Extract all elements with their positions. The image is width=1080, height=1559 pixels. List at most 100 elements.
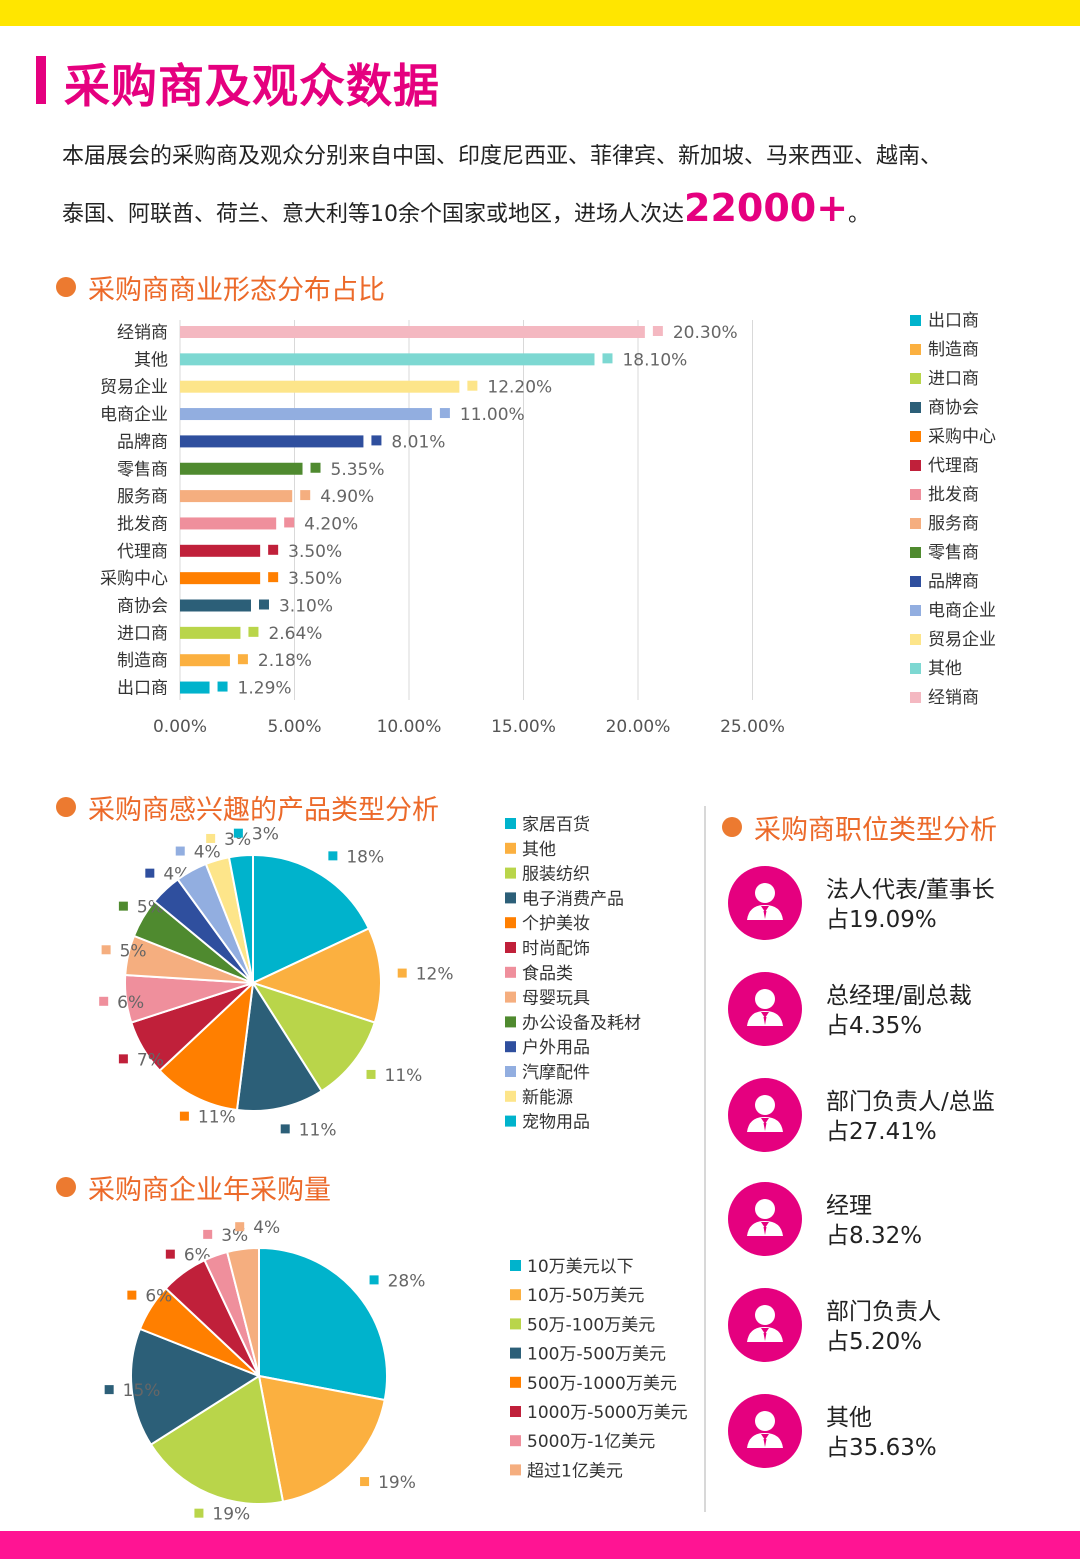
legend-swatch bbox=[505, 842, 516, 854]
pie-value-label: 5% bbox=[120, 941, 147, 961]
pie-slice bbox=[225, 1246, 260, 1377]
x-tick-label: 5.00% bbox=[267, 717, 321, 737]
bar-value-label: 4.90% bbox=[320, 487, 374, 507]
bullet-dot-icon bbox=[56, 1177, 76, 1197]
pie-slice bbox=[130, 1327, 262, 1446]
bullet-dot-icon bbox=[56, 797, 76, 817]
pie-label-marker bbox=[175, 846, 185, 856]
bar-marker bbox=[652, 326, 663, 336]
legend-label: 批发商 bbox=[928, 485, 979, 505]
bar-value-label: 3.50% bbox=[288, 542, 342, 562]
pie-value-label: 18% bbox=[346, 847, 384, 867]
bar-value-label: 3.50% bbox=[288, 569, 342, 589]
legend-label: 制造商 bbox=[928, 340, 979, 360]
bar-category-label: 服务商 bbox=[117, 487, 168, 507]
pie-value-label: 28% bbox=[388, 1271, 426, 1291]
bar bbox=[180, 572, 261, 585]
legend-label: 服务商 bbox=[928, 514, 979, 534]
legend-swatch bbox=[505, 1090, 516, 1102]
pie-value-label: 11% bbox=[299, 1120, 337, 1140]
legend-label: 超过1亿美元 bbox=[527, 1461, 623, 1481]
business-type-bar-chart: 0.00% 5.00% 10.00% 15.00% 20.00% 25.00% 经销商 20.… bbox=[100, 311, 996, 737]
bar-value-label: 12.20% bbox=[487, 378, 552, 398]
person-in-suit-icon bbox=[728, 866, 802, 940]
product-type-pie-chart: 18%12%11%11%11%7%6%5%5%4%4%3% 3% 家居百货其他服装纺… bbox=[99, 815, 641, 1140]
pie-slice bbox=[158, 980, 255, 1112]
legend-swatch bbox=[910, 692, 921, 703]
position-share: 占8.32% bbox=[826, 1223, 923, 1249]
bar-category-label: 贸易企业 bbox=[100, 378, 168, 398]
legend-swatch bbox=[510, 1347, 521, 1359]
legend-swatch bbox=[505, 917, 516, 929]
legend-swatch bbox=[505, 867, 516, 879]
bar-value-label: 1.29% bbox=[238, 679, 292, 699]
pie-value-label: 15% bbox=[123, 1381, 161, 1401]
bar-category-label: 商协会 bbox=[117, 597, 168, 617]
pie-value-label: 19% bbox=[378, 1473, 416, 1493]
section-title-volume: 采购商企业年采购量 bbox=[56, 1168, 331, 1207]
legend-label: 时尚配饰 bbox=[522, 939, 590, 959]
intro-line-2: 泰国、阿联酋、荷兰、意大利等10余个国家或地区，进场人次达22000+。 bbox=[62, 186, 1022, 230]
legend-label: 服装纺织 bbox=[522, 865, 590, 885]
pie-label-marker bbox=[328, 851, 338, 861]
legend-label: 办公设备及耗材 bbox=[522, 1013, 641, 1033]
bar-value-label: 20.30% bbox=[673, 323, 738, 343]
pie-slice bbox=[250, 981, 376, 1093]
legend-label: 电商企业 bbox=[928, 601, 996, 621]
legend-label: 100万-500万美元 bbox=[527, 1345, 666, 1365]
legend-swatch bbox=[910, 402, 921, 413]
bar-category-label: 出口商 bbox=[117, 679, 168, 699]
column-divider bbox=[704, 806, 706, 1512]
legend-swatch bbox=[510, 1318, 521, 1330]
legend-swatch bbox=[910, 576, 921, 587]
bar-marker bbox=[467, 380, 478, 391]
legend-label: 家居百货 bbox=[522, 815, 590, 835]
legend-label: 新能源 bbox=[522, 1088, 573, 1108]
legend-swatch bbox=[505, 1041, 516, 1053]
pie-label-marker bbox=[127, 1290, 137, 1300]
pie-slice bbox=[250, 927, 382, 1024]
position-title: 总经理/副总裁 bbox=[826, 983, 972, 1009]
legend-swatch bbox=[510, 1435, 521, 1447]
pie-label-marker bbox=[145, 868, 155, 878]
pie-value-label: 3% bbox=[252, 825, 279, 845]
purchase-volume-pie-chart: 28%19%19%15%6%6%3% 4%10万美元以下10万-50万美元50万-… bbox=[104, 1218, 688, 1525]
legend-label: 经销商 bbox=[928, 688, 979, 708]
pie-slice bbox=[227, 853, 254, 984]
position-title: 部门负责人 bbox=[826, 1299, 941, 1325]
pie-slice bbox=[252, 853, 371, 985]
pie-value-label: 6% bbox=[145, 1287, 172, 1307]
pie-label-marker bbox=[179, 1111, 189, 1121]
bar-category-label: 其他 bbox=[134, 350, 168, 370]
person-in-suit-icon bbox=[728, 1288, 802, 1362]
section-title-text: 采购商企业年采购量 bbox=[88, 1175, 331, 1206]
bar bbox=[180, 517, 277, 530]
section-title-business: 采购商商业形态分布占比 bbox=[56, 268, 385, 307]
legend-label: 10万-50万美元 bbox=[527, 1286, 644, 1306]
person-in-suit-icon bbox=[728, 1394, 802, 1468]
pie-label-marker bbox=[360, 1477, 370, 1487]
position-title: 经理 bbox=[826, 1193, 872, 1219]
legend-label: 10万美元以下 bbox=[527, 1257, 634, 1277]
bar-category-label: 品牌商 bbox=[117, 432, 168, 452]
bar bbox=[180, 681, 210, 694]
legend-swatch bbox=[910, 518, 921, 529]
x-tick-label: 25.00% bbox=[720, 717, 785, 737]
bar bbox=[180, 435, 364, 448]
legend-label: 电子消费产品 bbox=[522, 889, 624, 909]
legend-swatch bbox=[505, 991, 516, 1003]
legend-swatch bbox=[510, 1289, 521, 1301]
bar bbox=[180, 599, 251, 612]
pie-label-marker bbox=[118, 901, 128, 911]
section-title-text: 采购商职位类型分析 bbox=[754, 815, 997, 846]
pie-value-label: 3% bbox=[224, 830, 251, 850]
bar-value-label: 18.10% bbox=[622, 350, 687, 370]
bottom-color-bar bbox=[0, 1531, 1080, 1559]
legend-swatch bbox=[910, 605, 921, 616]
bar-category-label: 批发商 bbox=[117, 514, 168, 534]
bar-marker bbox=[310, 462, 321, 473]
bar-marker bbox=[217, 681, 228, 692]
bar-marker bbox=[268, 544, 279, 555]
legend-swatch bbox=[505, 1066, 516, 1077]
pie-value-label: 4% bbox=[194, 843, 221, 863]
